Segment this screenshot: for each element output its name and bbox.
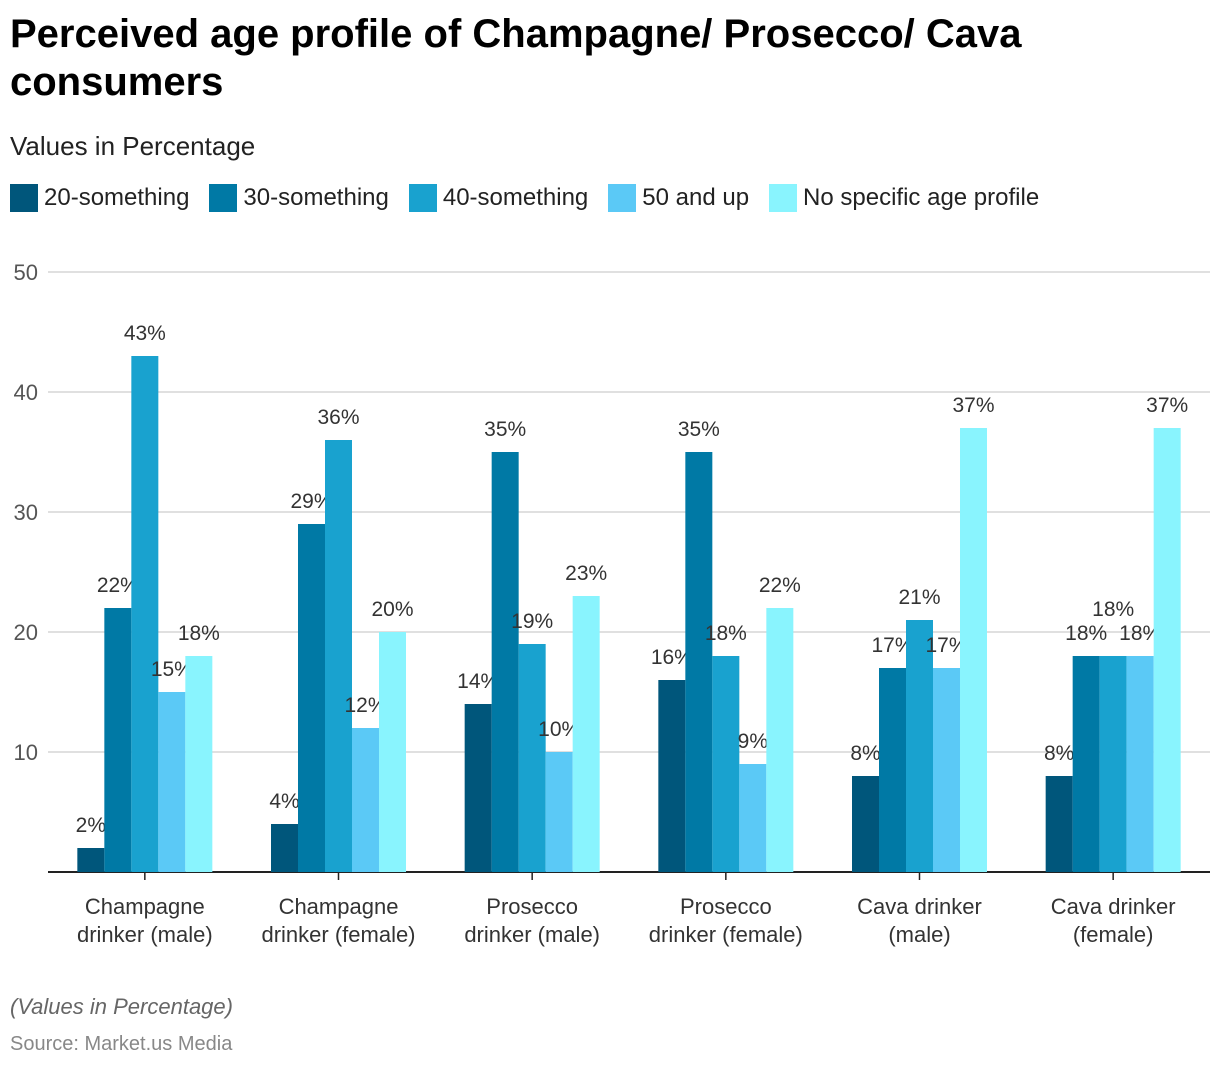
y-tick-label: 20 (14, 620, 38, 645)
data-label: 35% (678, 418, 720, 441)
data-label: 18% (1065, 622, 1107, 645)
bar (960, 428, 987, 872)
x-tick-label: drinker (female) (261, 922, 415, 947)
data-label: 21% (898, 586, 940, 609)
data-label: 12% (344, 694, 386, 717)
y-tick-label: 40 (14, 380, 38, 405)
bar (658, 680, 686, 872)
legend-item[interactable]: 50 and up (608, 184, 749, 212)
data-label: 18% (1092, 598, 1134, 621)
data-label: 43% (124, 322, 166, 345)
x-tick-label: Cava drinker (1051, 894, 1176, 919)
legend-item[interactable]: 40-something (408, 184, 589, 212)
x-tick-label: drinker (male) (464, 922, 600, 947)
bar (491, 452, 519, 872)
data-label: 19% (511, 610, 553, 633)
data-label: 8% (850, 742, 880, 765)
bar (1045, 776, 1073, 872)
data-label: 2% (76, 814, 106, 837)
x-tick-label: Champagne (85, 894, 205, 919)
bar (518, 644, 546, 872)
data-label: 17% (871, 634, 913, 657)
y-tick-label: 30 (14, 500, 38, 525)
y-tick-label: 10 (14, 740, 38, 765)
source-text: Source: Market.us Media (10, 1033, 233, 1055)
legend: 20-something 30-something 40-something 50 a… (10, 184, 1039, 212)
x-tick-label: Champagne (279, 894, 399, 919)
x-tick-label: (male) (888, 922, 950, 947)
data-label: 15% (151, 658, 193, 681)
legend-label: No specific age profile (803, 184, 1040, 211)
bar (1126, 656, 1154, 872)
legend-swatch (769, 184, 798, 212)
bar (1072, 656, 1100, 872)
data-label: 18% (705, 622, 747, 645)
legend-swatch (408, 184, 437, 212)
bar (104, 608, 132, 872)
data-label: 22% (759, 574, 801, 597)
y-tick-label: 50 (14, 260, 38, 285)
data-label: 22% (97, 574, 139, 597)
legend-item[interactable]: 20-something (10, 184, 189, 212)
legend-item[interactable]: No specific age profile (769, 184, 1039, 212)
bar (572, 596, 600, 872)
data-label: 36% (317, 406, 359, 429)
bar (852, 776, 879, 872)
data-label: 8% (1044, 742, 1074, 765)
bar (545, 752, 573, 872)
bar (685, 452, 713, 872)
bar (131, 356, 159, 872)
x-tick-label: Cava drinker (857, 894, 982, 919)
chart-title: Perceived age profile of Champagne/ Pros… (10, 12, 1022, 104)
bar (379, 632, 406, 872)
bar (879, 668, 906, 872)
legend-swatch (10, 184, 38, 212)
data-label: 20% (371, 598, 413, 621)
data-label: 18% (1119, 622, 1161, 645)
footer-note: (Values in Percentage) (10, 994, 233, 1019)
bar (1099, 656, 1127, 872)
bar (352, 728, 379, 872)
legend-label: 20-something (44, 184, 190, 211)
x-tick-label: drinker (male) (77, 922, 213, 947)
data-label: 14% (457, 670, 499, 693)
bar (933, 668, 960, 872)
bar (1153, 428, 1181, 872)
bar (712, 656, 740, 872)
x-tick-label: drinker (female) (649, 922, 803, 947)
bar (77, 848, 105, 872)
data-label: 17% (925, 634, 967, 657)
legend-label: 50 and up (642, 184, 750, 211)
bar (298, 524, 325, 872)
data-label: 23% (565, 562, 607, 585)
data-label: 9% (738, 730, 768, 753)
data-label: 4% (269, 790, 299, 813)
legend-item[interactable]: 30-something (209, 184, 389, 212)
bar (906, 620, 933, 872)
data-label: 37% (952, 394, 994, 417)
bar (185, 656, 213, 872)
legend-label: 40-something (442, 184, 589, 211)
legend-swatch (209, 184, 238, 212)
bar (464, 704, 492, 872)
data-label: 35% (484, 418, 526, 441)
bar (739, 764, 767, 872)
data-label: 18% (178, 622, 220, 645)
data-label: 16% (651, 646, 693, 669)
legend-label: 30-something (243, 184, 389, 211)
bar (271, 824, 298, 872)
data-label: 37% (1146, 394, 1188, 417)
bar (325, 440, 352, 872)
data-label: 29% (290, 490, 332, 513)
chart-subtitle: Values in Percentage (10, 131, 256, 161)
x-tick-label: Prosecco (486, 894, 578, 919)
bar (158, 692, 186, 872)
x-tick-label: Prosecco (680, 894, 772, 919)
legend-swatch (608, 184, 637, 212)
bar (766, 608, 794, 872)
x-tick-label: (female) (1073, 922, 1154, 947)
data-label: 10% (538, 718, 580, 741)
